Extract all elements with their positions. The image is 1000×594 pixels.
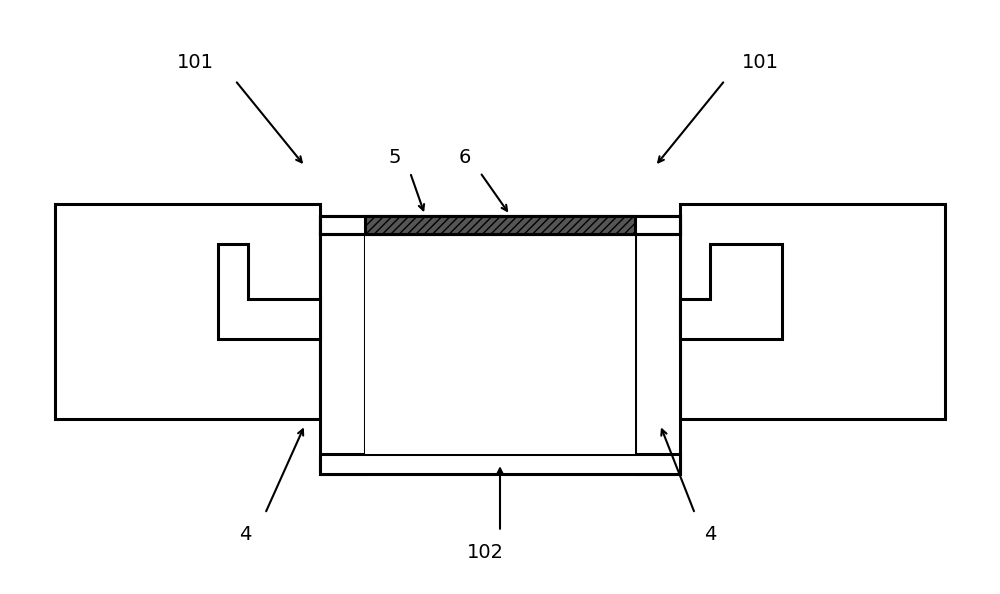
Polygon shape xyxy=(218,244,320,339)
Bar xyxy=(365,216,635,234)
Bar xyxy=(365,224,635,454)
Text: 101: 101 xyxy=(176,53,214,72)
Text: 6: 6 xyxy=(459,148,471,167)
Bar xyxy=(320,216,680,234)
Polygon shape xyxy=(680,244,782,339)
Bar xyxy=(320,454,680,474)
Text: 101: 101 xyxy=(742,53,778,72)
Text: 4: 4 xyxy=(239,525,251,544)
Bar xyxy=(320,224,365,474)
Text: 102: 102 xyxy=(466,543,504,562)
Bar xyxy=(680,204,945,419)
Text: 5: 5 xyxy=(389,148,401,167)
Bar xyxy=(55,204,320,419)
Text: 4: 4 xyxy=(704,525,716,544)
Bar xyxy=(635,224,680,474)
